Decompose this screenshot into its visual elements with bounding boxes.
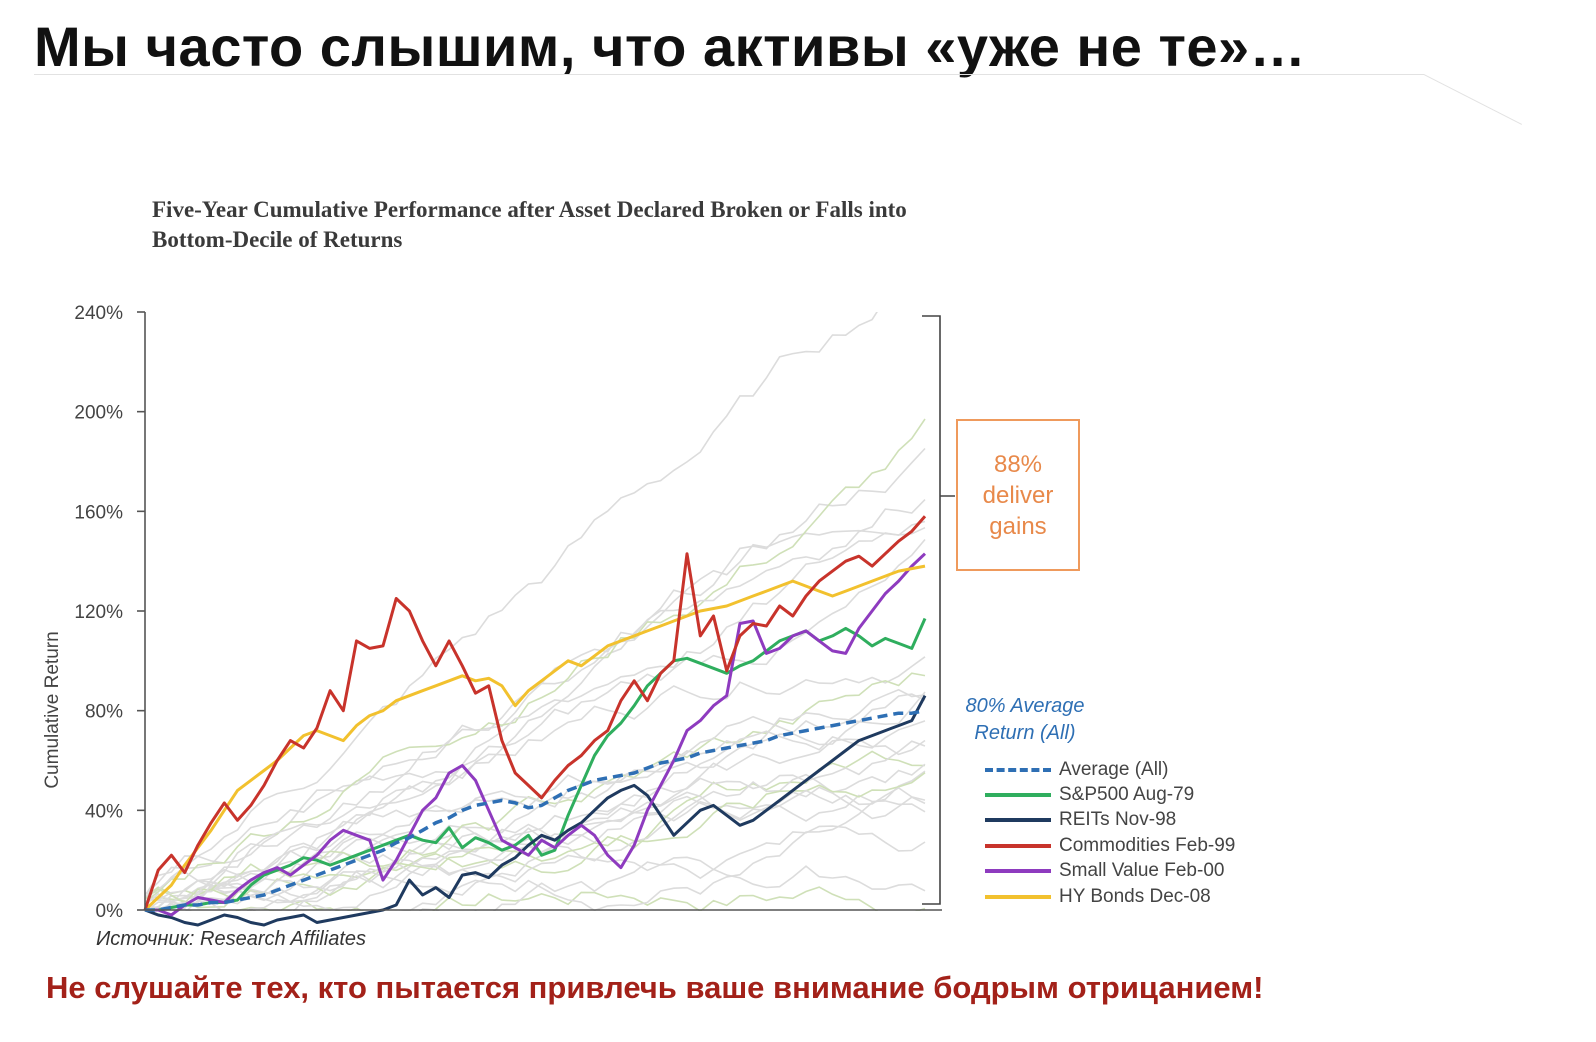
background-series-line: [145, 418, 926, 903]
average-note-line-2: Return (All): [974, 722, 1076, 744]
background-series-line: [154, 861, 926, 911]
background-series-line: [145, 520, 926, 911]
title-divider: [34, 74, 1424, 75]
legend-label: S&P500 Aug-79: [1059, 784, 1195, 806]
bottom-message: Не слушайте тех, кто пытается привлечь в…: [46, 970, 1264, 1005]
y-tick-label: 120%: [74, 602, 123, 623]
y-tick-label: 240%: [74, 303, 123, 324]
chart-legend: Average (All) S&P500 Aug-79 REITs Nov-98…: [985, 757, 1235, 909]
legend-item: Commodities Feb-99: [985, 833, 1235, 858]
background-series-lines: [145, 312, 926, 911]
legend-swatch: [985, 767, 1051, 772]
y-tick-label: 80%: [85, 702, 123, 723]
legend-item: Small Value Feb-00: [985, 859, 1235, 884]
chart-title-line-2: Bottom-Decile of Returns: [152, 227, 403, 252]
legend-item: HY Bonds Dec-08: [985, 884, 1235, 909]
legend-label: Small Value Feb-00: [1059, 860, 1225, 882]
legend-label: Commodities Feb-99: [1059, 834, 1236, 856]
chart-title-line-1: Five-Year Cumulative Performance after A…: [152, 197, 907, 222]
chart-title: Five-Year Cumulative Performance after A…: [152, 195, 1152, 255]
y-tick-label: 40%: [85, 801, 123, 822]
highlighted-series-lines: [143, 515, 927, 927]
legend-item: S&P500 Aug-79: [985, 782, 1235, 807]
background-series-line: [150, 693, 926, 911]
gains-callout: 88% deliver gains: [956, 419, 1080, 571]
background-series-line: [145, 720, 926, 911]
background-series-line: [145, 825, 926, 898]
background-series-line: [145, 886, 926, 911]
legend-swatch: [985, 843, 1051, 848]
background-series-line: [145, 688, 926, 902]
y-tick-label: 0%: [96, 901, 124, 922]
gains-bracket-path: [922, 315, 955, 905]
y-tick-label: 200%: [74, 403, 123, 424]
background-series-line: [145, 526, 926, 895]
legend-label: REITs Nov-98: [1059, 809, 1177, 831]
legend-swatch: [985, 793, 1051, 798]
slide-title: Мы часто слышим, что активы «уже не те»…: [34, 15, 1307, 78]
series-line-commodities-feb-99: [143, 515, 927, 911]
background-series-line: [145, 312, 878, 897]
background-series-line: [246, 738, 926, 911]
y-axis-label: Cumulative Return: [42, 631, 63, 788]
legend-label: Average (All): [1059, 758, 1169, 780]
average-note-line-1: 80% Average: [965, 695, 1085, 717]
background-series-line: [145, 794, 926, 911]
background-series-line: [145, 656, 926, 895]
legend-item: REITs Nov-98: [985, 808, 1235, 833]
legend-swatch: [985, 894, 1051, 899]
average-return-note: 80% Average Return (All): [940, 693, 1110, 747]
series-line-small-value-feb-00: [145, 552, 927, 917]
legend-item: Average (All): [985, 757, 1235, 782]
gains-bracket: [922, 315, 955, 905]
callout-line-3: gains: [989, 512, 1047, 540]
legend-swatch: [985, 869, 1051, 874]
series-line-reits-nov-98: [144, 694, 927, 927]
legend-label: HY Bonds Dec-08: [1059, 885, 1211, 907]
callout-line-1: 88%: [993, 450, 1043, 478]
chart-axes: 0% 40% 80% 120% 160% 200% 240% Cumulative Retur…: [42, 303, 942, 922]
source-note: Источник: Research Affiliates: [96, 928, 366, 950]
callout-line-2: deliver: [982, 481, 1054, 509]
y-tick-label: 160%: [74, 502, 123, 523]
series-line-average-all-: [145, 708, 926, 912]
background-series-line: [145, 770, 926, 911]
legend-swatch: [985, 818, 1051, 823]
